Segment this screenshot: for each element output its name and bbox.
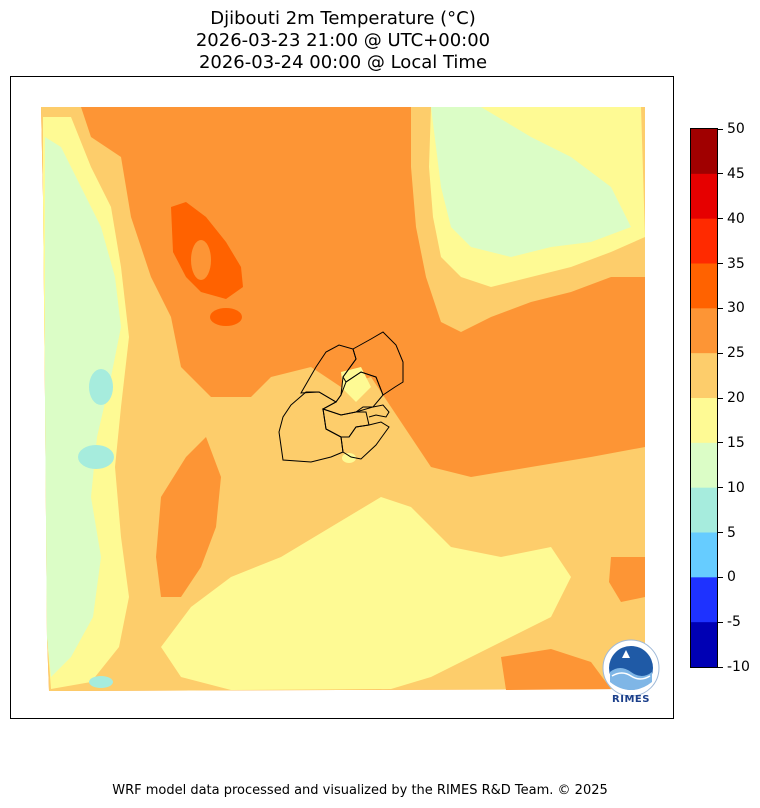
colorbar-tick: 40 (718, 212, 745, 226)
field-southeast-25-30 (609, 557, 645, 602)
field-west-10-15 (45, 137, 121, 677)
temperature-map (10, 76, 674, 719)
title-line-1: Djibouti 2m Temperature (°C) (210, 8, 476, 29)
colorbar-band-7 (691, 442, 717, 489)
colorbar-tick: 25 (718, 346, 745, 360)
tick-mark (718, 576, 723, 578)
tick-mark (718, 173, 723, 175)
colorbar-tick: 20 (718, 391, 745, 405)
rimes-logo: RIMES (598, 638, 664, 710)
tick-mark (718, 307, 723, 309)
tick-label: 20 (727, 390, 745, 406)
tick-mark (718, 263, 723, 264)
field-west-5-10-c (89, 676, 113, 688)
map-title: Djibouti 2m Temperature (°C) 2026-03-23 … (0, 8, 686, 74)
colorbar-band-0 (691, 129, 717, 175)
colorbar-band-6 (691, 398, 717, 444)
tick-label: 10 (727, 479, 745, 496)
colorbar-tick: 15 (718, 436, 745, 450)
colorbar-band-10 (691, 577, 717, 623)
colorbar-tick: 0 (718, 570, 736, 584)
tick-label: -10 (727, 659, 750, 675)
tick-mark (718, 442, 723, 444)
tick-mark (718, 218, 723, 220)
field-southwest-25-30 (156, 437, 221, 597)
tick-label: 15 (727, 434, 745, 451)
colorbar-band-8 (691, 487, 717, 533)
field-djibouti-15-20 (341, 367, 371, 402)
rimes-logo-text: RIMES (612, 694, 650, 705)
field-west-5-10-b (78, 445, 114, 469)
djibouti-boundaries (278, 331, 404, 463)
boundary-north-east (342, 331, 404, 396)
tick-label: 0 (727, 569, 736, 586)
tick-label: 50 (727, 121, 745, 137)
tick-mark (718, 128, 723, 130)
field-south-15-20 (161, 497, 571, 690)
footer-credit: WRF model data processed and visualized … (112, 783, 608, 798)
colorbar-band-5 (691, 353, 717, 399)
temperature-field (41, 107, 645, 691)
tick-label: 35 (727, 255, 745, 272)
title-line-3: 2026-03-24 00:00 @ Local Time (198, 52, 488, 73)
tick-label: 25 (727, 345, 745, 362)
boundary-gulf-shore (355, 404, 390, 418)
colorbar-tick: 5 (718, 526, 736, 540)
tick-mark (718, 621, 723, 623)
colorbar-band-9 (691, 532, 717, 578)
tick-mark (718, 532, 723, 533)
field-central-25-30-hole (191, 240, 211, 280)
field-south-25-30-patch (501, 649, 611, 690)
colorbar-band-3 (691, 263, 717, 309)
field-djibouti-15-20-b (342, 453, 356, 463)
tick-label: 30 (727, 300, 745, 317)
tick-label: 40 (727, 210, 745, 227)
field-northeast-10-15 (431, 107, 631, 257)
tick-label: 5 (727, 524, 736, 541)
colorbar-band-4 (691, 308, 717, 354)
field-central-30-35-b (210, 308, 242, 326)
tick-mark (718, 352, 723, 354)
field-west-5-10-a (89, 369, 113, 405)
colorbar-bands (691, 129, 717, 667)
colorbar-tick: -5 (718, 615, 741, 629)
rimes-emblem-icon (602, 639, 660, 697)
colorbar-tick: 10 (718, 481, 745, 495)
colorbar-band-1 (691, 173, 717, 220)
colorbar (690, 128, 718, 668)
colorbar-tick: 50 (718, 122, 745, 136)
colorbar-tick: 35 (718, 257, 745, 271)
colorbar-tick: 45 (718, 167, 745, 181)
tick-label: 45 (727, 165, 745, 182)
title-line-2: 2026-03-23 21:00 @ UTC+00:00 (195, 30, 491, 51)
boundary-south-east (340, 421, 390, 460)
colorbar-tick: 30 (718, 301, 745, 315)
tick-mark (718, 487, 723, 489)
tick-label: -5 (727, 614, 741, 631)
tick-mark (718, 666, 723, 668)
colorbar-band-11 (691, 622, 717, 667)
colorbar-band-2 (691, 218, 717, 264)
field-djibouti-20-25 (286, 402, 356, 477)
colorbar-tick: -10 (718, 660, 750, 674)
tick-mark (718, 397, 723, 399)
